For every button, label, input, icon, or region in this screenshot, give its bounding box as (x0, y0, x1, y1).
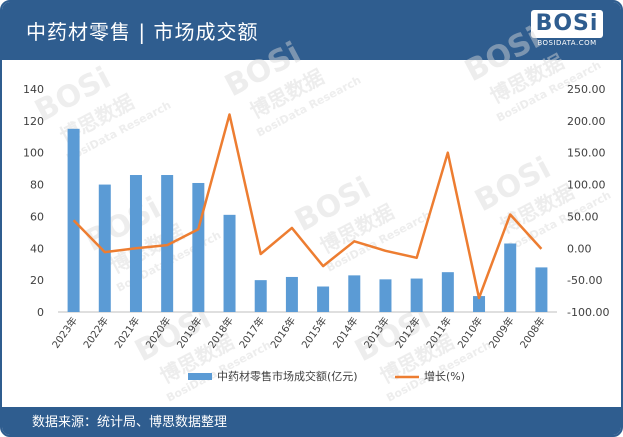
bar (410, 278, 423, 312)
page-title: 中药材零售 | 市场成交额 (26, 20, 259, 44)
bar (535, 267, 548, 312)
x-tick-label: 2022年 (80, 314, 111, 350)
y-right-tick-label: 150.00 (567, 147, 606, 160)
y-right-tick-label: 0.00 (567, 242, 592, 255)
bar (223, 214, 236, 312)
y-left-tick-label: 80 (30, 179, 44, 192)
y-right-tick-label: -100.00 (567, 306, 609, 319)
y-left-tick-label: 60 (30, 210, 44, 223)
x-tick-label: 2009年 (486, 314, 517, 350)
y-right-tick-label: 200.00 (567, 115, 606, 128)
legend-label-line: 增长(%) (424, 369, 465, 383)
data-source-note: 数据来源：统计局、博思数据整理 (32, 415, 228, 430)
y-right-tick-label: -50.00 (567, 274, 602, 287)
y-right-tick-label: 250.00 (567, 83, 606, 96)
bar (285, 276, 298, 312)
x-tick-label: 2023年 (49, 314, 80, 350)
bar (473, 296, 486, 312)
y-left-tick-label: 120 (23, 115, 44, 128)
x-tick-label: 2015年 (299, 314, 330, 350)
bar (348, 275, 361, 312)
bar (317, 286, 330, 312)
y-left-tick-label: 0 (37, 306, 44, 319)
bar (192, 182, 205, 312)
y-right-tick-label: 50.00 (567, 210, 599, 223)
logo-mark: BOSi (531, 10, 603, 38)
legend-label-bar: 中药材零售市场成交额(亿元) (217, 369, 358, 383)
bar (254, 280, 267, 312)
y-left-tick-label: 140 (23, 83, 44, 96)
growth-line (72, 113, 543, 300)
bar (379, 279, 392, 312)
y-right-tick-label: 100.00 (567, 179, 606, 192)
bar (161, 175, 174, 312)
bar (98, 184, 111, 312)
y-left-tick-label: 100 (23, 147, 44, 160)
x-tick-label: 2016年 (267, 314, 298, 350)
logo-subtext: BOSIDATA.COM (537, 39, 597, 47)
bar (129, 175, 142, 312)
bar (504, 243, 517, 312)
legend-swatch-bar (188, 373, 212, 380)
footer-bar: 数据来源：统计局、博思数据整理 (2, 407, 621, 435)
y-left-tick-label: 20 (30, 274, 44, 287)
brand-logo: BOSi BOSIDATA.COM (531, 10, 603, 50)
header-bar: 中药材零售 | 市场成交额 BOSi BOSIDATA.COM (2, 2, 621, 60)
y-left-tick-label: 40 (30, 242, 44, 255)
x-tick-label: 2008年 (517, 314, 548, 350)
bar (441, 272, 454, 312)
